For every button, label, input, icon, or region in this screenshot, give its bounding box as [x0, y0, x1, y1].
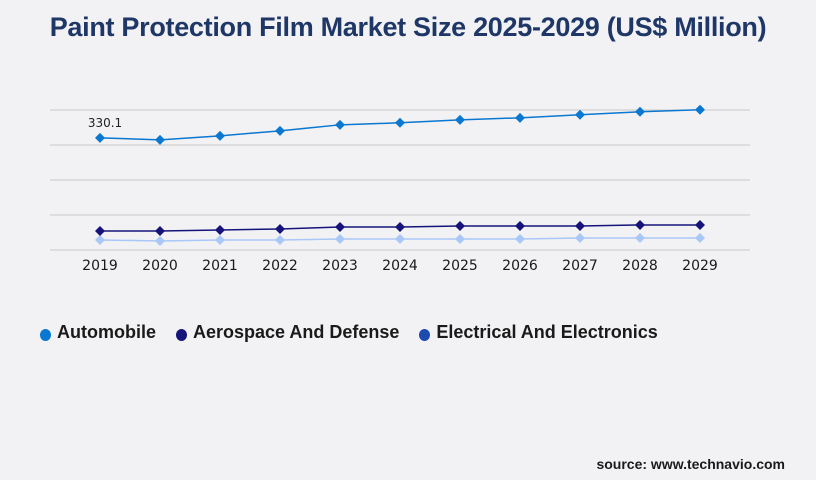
x-tick-label: 2026 — [502, 258, 538, 274]
data-point-marker — [695, 232, 705, 243]
data-point-marker — [515, 220, 525, 231]
data-point-marker — [575, 109, 585, 120]
data-point-marker — [395, 117, 405, 128]
data-point-marker — [155, 225, 165, 236]
line-chart: 2019 2020 2021 2022 2023 2024 2025 2026 2027 2028… — [50, 104, 750, 274]
legend-label: Automobile — [57, 322, 156, 342]
x-tick-label: 2025 — [442, 258, 478, 274]
data-point-marker — [275, 234, 285, 245]
data-point-marker — [395, 221, 405, 232]
legend-label: Aerospace And Defense — [193, 322, 400, 342]
data-point-marker — [515, 112, 525, 123]
data-point-marker — [695, 104, 705, 115]
x-tick-label: 2024 — [382, 258, 418, 274]
x-tick-label: 2023 — [322, 258, 358, 274]
data-point-marker — [635, 232, 645, 243]
legend-item-electrical: Electrical And Electronics — [419, 322, 658, 343]
legend: Automobile Aerospace And Defense Electri… — [40, 322, 678, 343]
x-tick-label: 2027 — [562, 258, 598, 274]
data-point-marker — [215, 224, 225, 235]
data-point-marker — [335, 119, 345, 130]
gridlines — [50, 109, 750, 251]
x-axis-ticks: 2019 2020 2021 2022 2023 2024 2025 2026 2027 2028… — [82, 258, 718, 274]
annotations: 330.1 — [88, 116, 122, 130]
legend-item-aerospace: Aerospace And Defense — [176, 322, 399, 343]
data-point-marker — [575, 220, 585, 231]
legend-marker-icon — [419, 328, 431, 341]
legend-item-automobile: Automobile — [40, 322, 156, 343]
data-point-marker — [215, 234, 225, 245]
data-point-marker — [455, 114, 465, 125]
x-tick-label: 2021 — [202, 258, 238, 274]
data-point-marker — [455, 220, 465, 231]
series-lines — [95, 104, 705, 246]
legend-label: Electrical And Electronics — [436, 322, 658, 342]
data-label: 330.1 — [88, 116, 122, 130]
x-tick-label: 2019 — [82, 258, 118, 274]
source-credit: source: www.technavio.com — [596, 456, 785, 472]
legend-marker-icon — [176, 328, 187, 341]
data-point-marker — [575, 232, 585, 243]
data-point-marker — [515, 233, 525, 244]
data-point-marker — [395, 233, 405, 244]
data-point-marker — [215, 130, 225, 141]
data-point-marker — [635, 106, 645, 117]
data-point-marker — [155, 134, 165, 145]
data-point-marker — [695, 219, 705, 230]
data-point-marker — [335, 233, 345, 244]
x-tick-label: 2022 — [262, 258, 298, 274]
data-point-marker — [275, 223, 285, 234]
data-point-marker — [95, 132, 105, 143]
data-point-marker — [155, 235, 165, 246]
data-point-marker — [95, 225, 105, 236]
data-point-marker — [455, 233, 465, 244]
chart-title: Paint Protection Film Market Size 2025-2… — [49, 12, 767, 42]
legend-marker-icon — [40, 328, 51, 341]
x-tick-label: 2029 — [682, 258, 718, 274]
data-point-marker — [275, 125, 285, 136]
x-tick-label: 2020 — [142, 258, 178, 274]
x-tick-label: 2028 — [622, 258, 658, 274]
data-point-marker — [95, 234, 105, 245]
data-point-marker — [635, 219, 645, 230]
data-point-marker — [335, 221, 345, 232]
